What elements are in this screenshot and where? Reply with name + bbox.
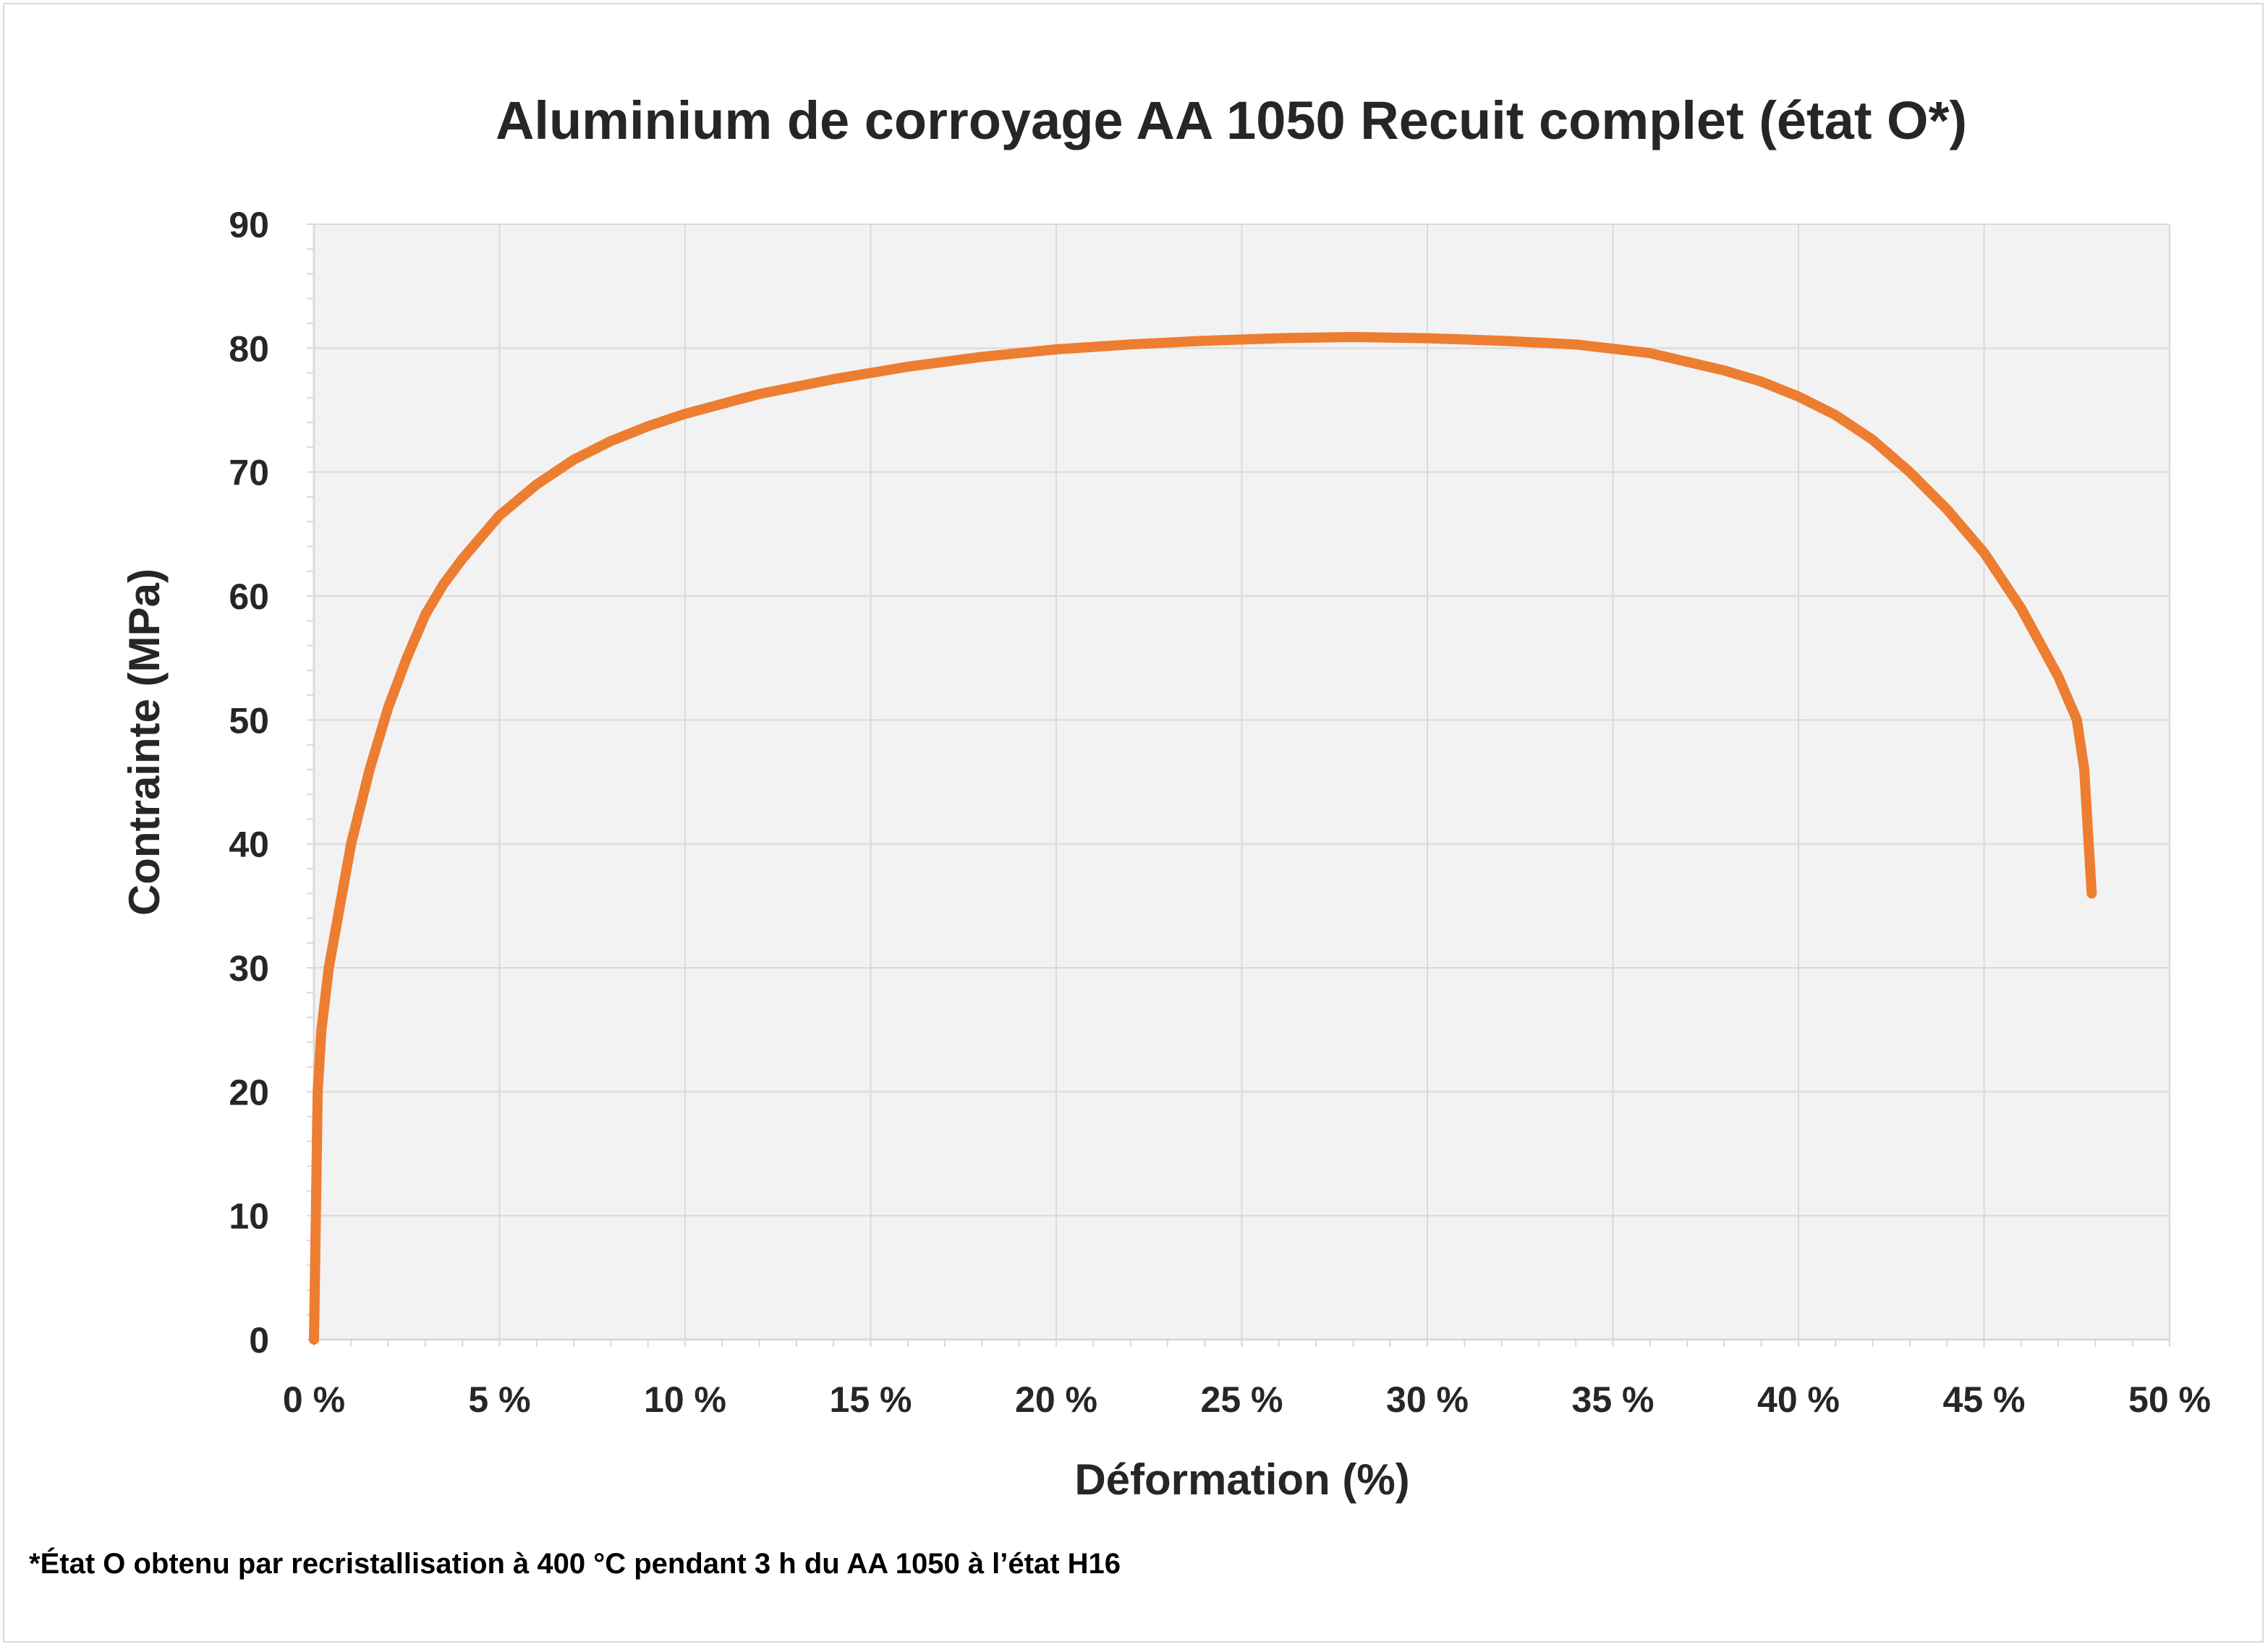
y-axis-ticks: 0 10 20 30 40 50 60 70 80 90 [229, 205, 269, 1361]
x-tick-label: 0 % [283, 1379, 345, 1420]
y-tick-label: 60 [229, 576, 269, 617]
x-tick-label: 25 % [1201, 1379, 1283, 1420]
gridlines [313, 224, 2170, 1340]
series-line [309, 331, 2097, 1345]
x-tick-label: 50 % [2128, 1379, 2211, 1420]
x-axis-ticks: 0 % 5 % 10 % 15 % 20 % 25 % 30 % 35 % 40 % 45 % 50… [283, 1379, 2211, 1420]
y-tick-label: 0 [249, 1320, 269, 1361]
y-tick-label: 40 [229, 825, 269, 865]
chart-title: Aluminium de corroyage AA 1050 Recuit co… [496, 90, 1967, 150]
footnote: *État O obtenu par recristallisation à 4… [29, 1548, 1121, 1580]
x-tick-label: 5 % [468, 1379, 530, 1420]
x-tick-label: 40 % [1757, 1379, 1840, 1420]
y-tick-label: 10 [229, 1196, 269, 1237]
x-tick-label: 15 % [830, 1379, 912, 1420]
x-tick-label: 30 % [1386, 1379, 1469, 1420]
x-tick-label: 20 % [1015, 1379, 1097, 1420]
x-tick-label: 35 % [1572, 1379, 1655, 1420]
y-tick-label: 80 [229, 328, 269, 369]
y-tick-label: 30 [229, 948, 269, 989]
x-tick-label: 10 % [644, 1379, 726, 1420]
y-tick-label: 90 [229, 205, 269, 245]
y-tick-label: 50 [229, 700, 269, 741]
y-axis-label: Contrainte (MPa) [120, 569, 169, 916]
y-tick-label: 70 [229, 453, 269, 493]
x-tick-label: 45 % [1943, 1379, 2026, 1420]
x-axis-label: Déformation (%) [1074, 1455, 1409, 1504]
y-tick-label: 20 [229, 1072, 269, 1112]
